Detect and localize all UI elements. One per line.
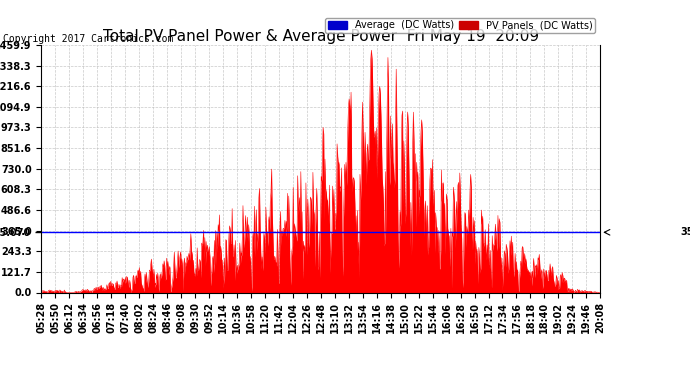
Legend: Average  (DC Watts), PV Panels  (DC Watts): Average (DC Watts), PV Panels (DC Watts) (326, 18, 595, 33)
Title: Total PV Panel Power & Average Power  Fri May 19  20:09: Total PV Panel Power & Average Power Fri… (103, 29, 539, 44)
Text: 355.070: 355.070 (681, 227, 690, 237)
Text: Copyright 2017 Cartronics.com: Copyright 2017 Cartronics.com (3, 34, 174, 44)
